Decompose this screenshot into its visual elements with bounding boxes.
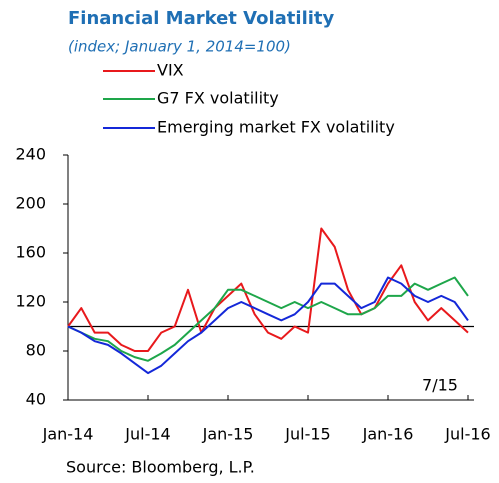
source: Source: Bloomberg, L.P.	[66, 458, 255, 477]
y-tick-label: 240	[15, 145, 46, 164]
x-tick-label: Jul-14	[124, 425, 170, 444]
y-tick-label: 40	[26, 390, 46, 409]
legend-label: G7 FX volatility	[157, 89, 279, 108]
series-line	[67, 276, 469, 375]
series-line	[67, 276, 469, 362]
y-tick-label: 200	[15, 194, 46, 213]
x-tick-label: Jul-15	[284, 425, 330, 444]
x-tick-label: Jul-16	[444, 425, 490, 444]
chart-title: Financial Market Volatility	[68, 8, 335, 29]
chart-subtitle: (index; January 1, 2014=100)	[68, 38, 291, 56]
x-tick-label: Jan-14	[42, 425, 94, 444]
y-tick-label: 80	[26, 341, 46, 360]
series-line	[67, 227, 469, 352]
legend-label: VIX	[157, 61, 184, 80]
legend-label: Emerging market FX volatility	[157, 118, 395, 137]
y-tick-label: 120	[15, 292, 46, 311]
x-tick-label: Jan-16	[362, 425, 414, 444]
y-tick-label: 160	[15, 243, 46, 262]
x-tick-label: Jan-15	[202, 425, 254, 444]
annotation: 7/15	[422, 376, 458, 395]
